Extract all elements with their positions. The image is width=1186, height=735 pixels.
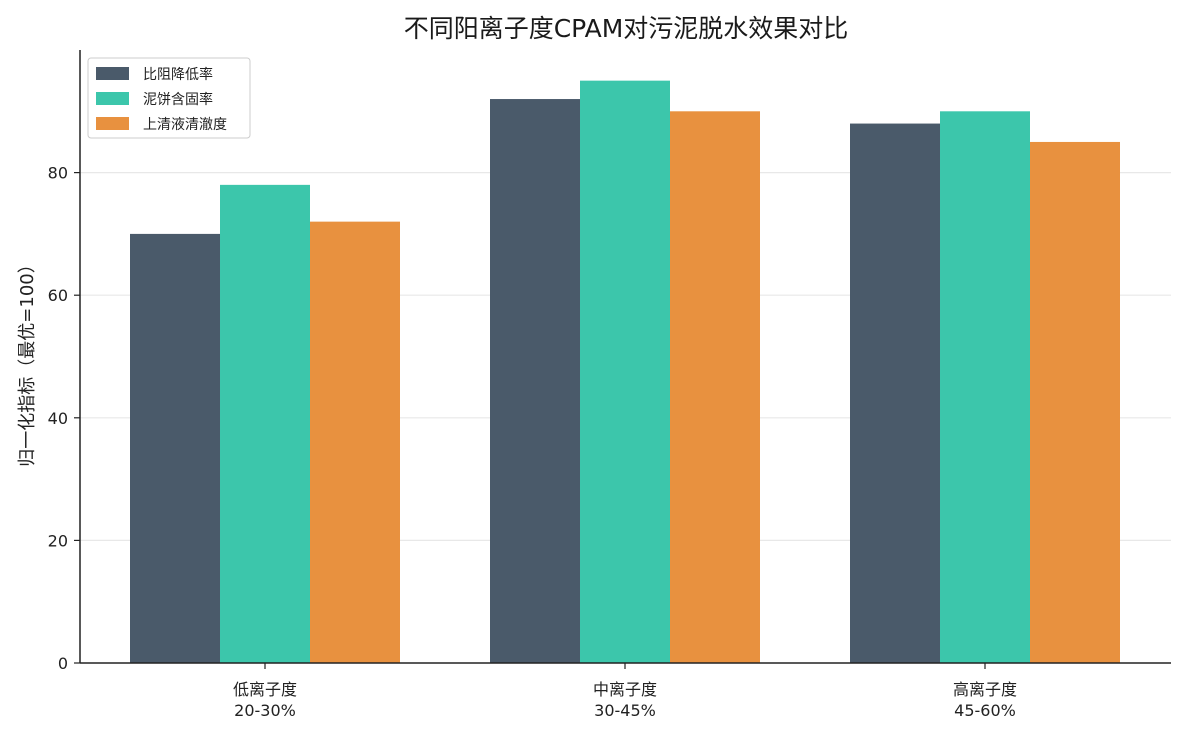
- legend-swatch: [96, 117, 129, 130]
- y-tick-label: 80: [48, 164, 68, 183]
- bar: [130, 233, 220, 663]
- bar: [850, 123, 940, 663]
- y-axis-label: 归一化指标（最优=100）: [17, 255, 38, 466]
- legend-swatch: [96, 67, 129, 80]
- x-tick-sublabel: 45-60%: [954, 701, 1016, 720]
- axes: [74, 50, 1171, 669]
- bar: [1030, 141, 1120, 663]
- legend-label: 上清液清澈度: [143, 117, 227, 133]
- bar: [220, 184, 310, 664]
- legend-swatch: [96, 92, 129, 105]
- bars: [130, 80, 1120, 664]
- y-tick-label: 0: [58, 654, 68, 673]
- bar: [310, 221, 400, 663]
- x-tick-sublabel: 30-45%: [594, 701, 656, 720]
- x-tick-label: 低离子度: [233, 680, 297, 699]
- chart-title: 不同阳离子度CPAM对污泥脱水效果对比: [404, 14, 849, 43]
- bar: [670, 111, 760, 664]
- legend-label: 比阻降低率: [143, 66, 213, 83]
- y-tick-label: 20: [48, 531, 68, 550]
- x-tick-label: 高离子度: [953, 680, 1017, 699]
- bar: [580, 80, 670, 663]
- x-tick-sublabel: 20-30%: [234, 701, 296, 720]
- x-tick-label: 中离子度: [593, 680, 657, 699]
- y-tick-label: 60: [48, 286, 68, 305]
- bar: [940, 111, 1030, 664]
- legend-label: 泥饼含固率: [143, 91, 213, 108]
- y-tick-label: 40: [48, 409, 68, 428]
- bar: [490, 99, 580, 664]
- tick-labels: 0 20 40 60 80 低离子度 20-30% 中离子度 30-45% 高离子度 45-60%: [48, 164, 1017, 720]
